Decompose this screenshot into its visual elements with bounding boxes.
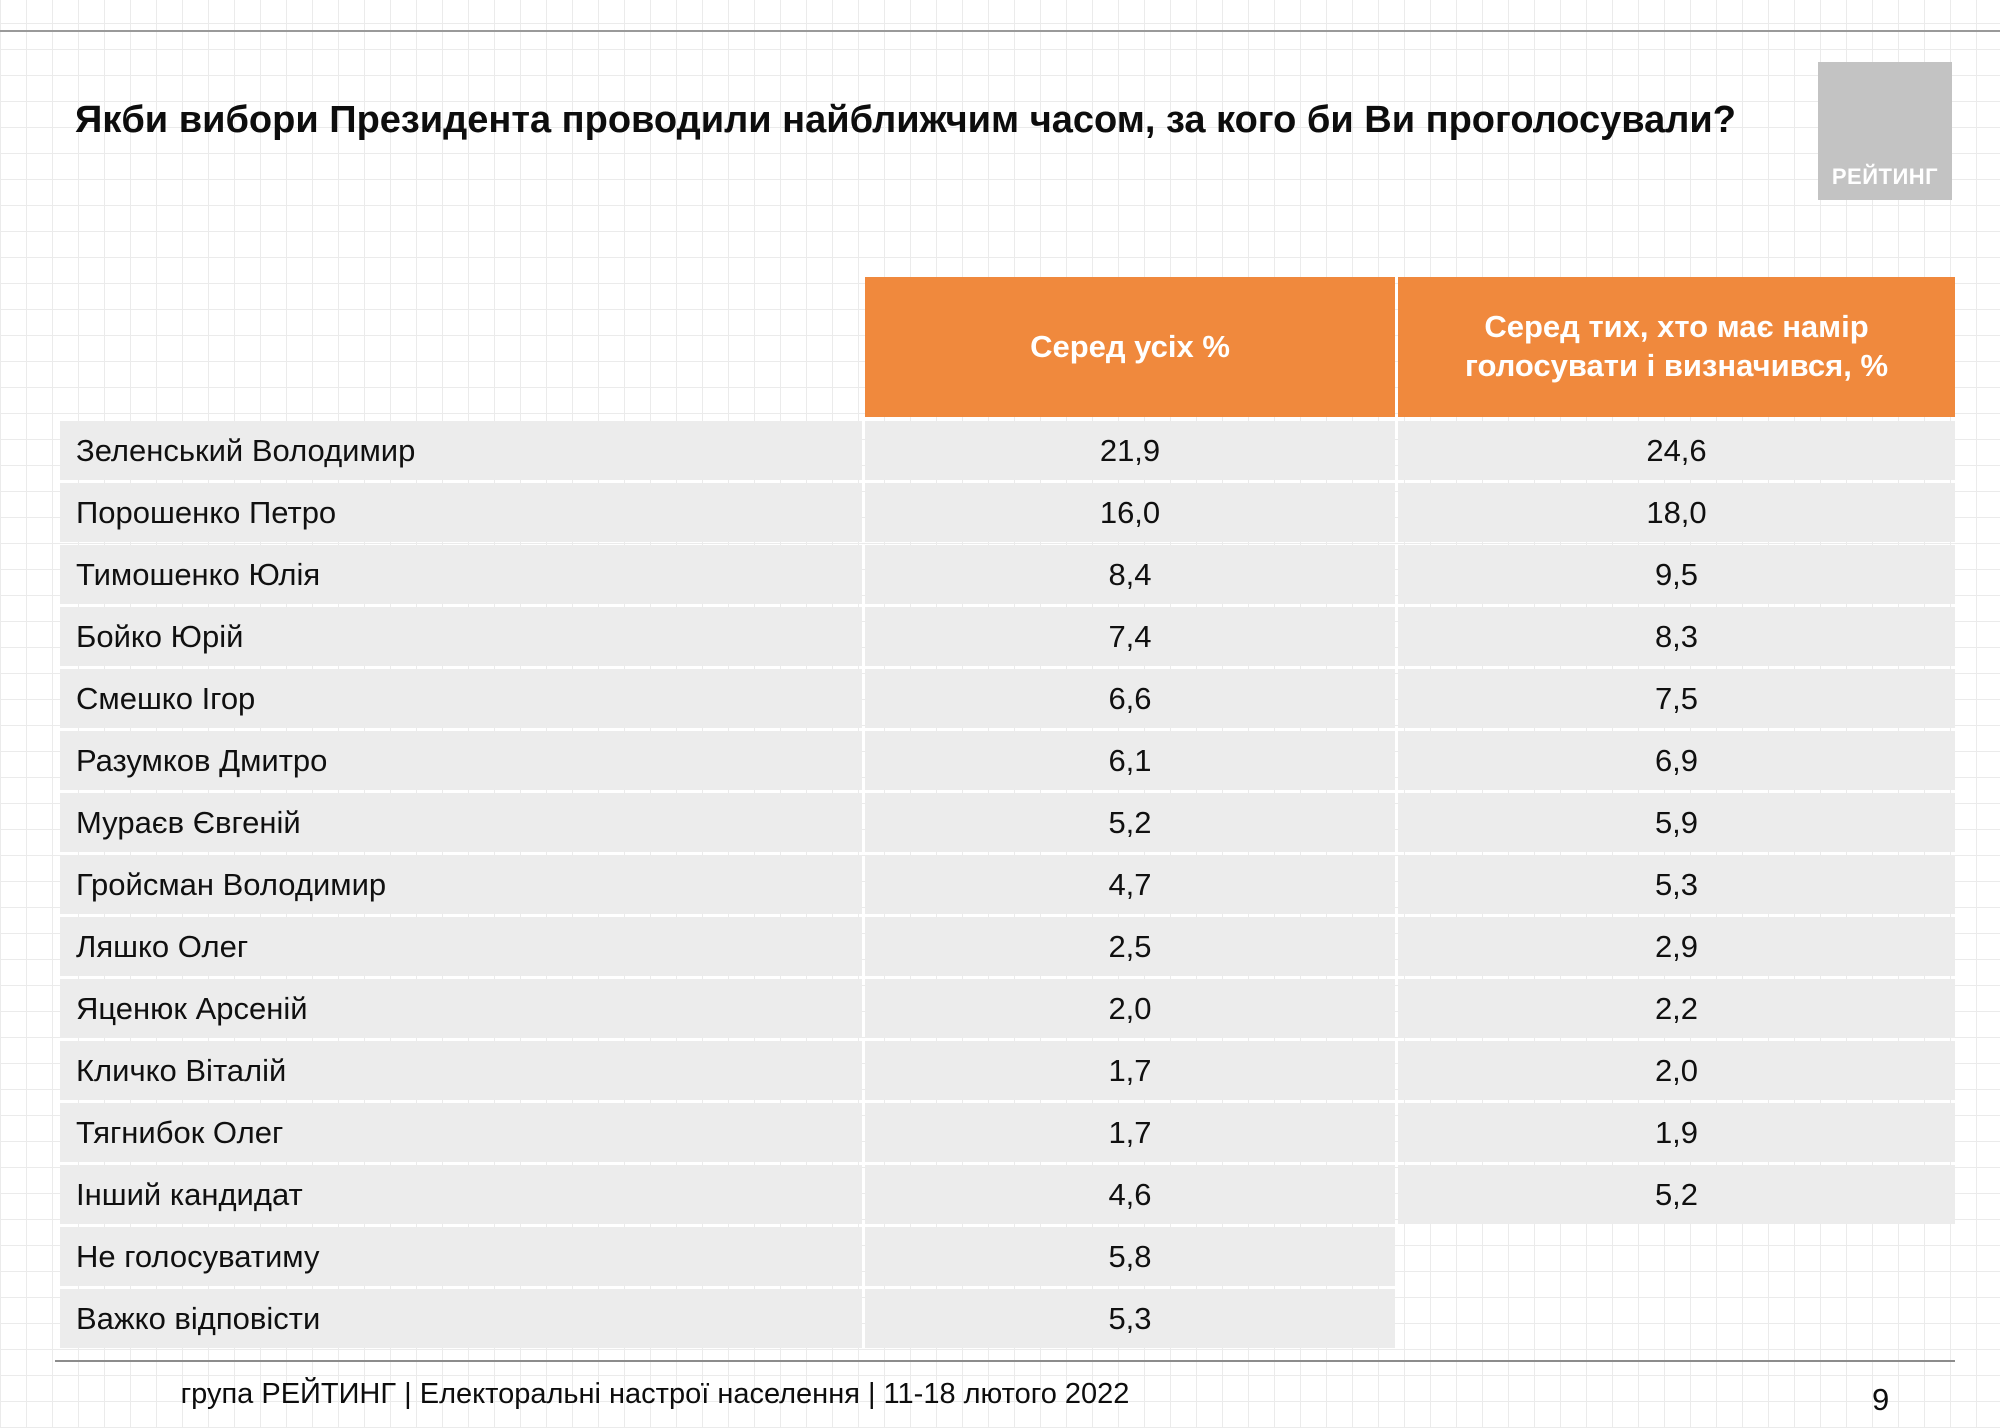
value-among-all: 5,2 [865,793,1395,852]
candidate-name: Разумков Дмитро [60,731,862,790]
candidate-name: Тягнибок Олег [60,1103,862,1162]
value-among-all: 5,3 [865,1289,1395,1348]
page-number: 9 [1872,1382,1890,1417]
value-among-decided: 2,0 [1398,1041,1955,1100]
value-among-all: 2,5 [865,917,1395,976]
value-among-all: 4,7 [865,855,1395,914]
value-among-decided: 7,5 [1398,669,1955,728]
value-among-decided: 1,9 [1398,1103,1955,1162]
value-among-all: 6,1 [865,731,1395,790]
value-among-decided [1398,1227,1955,1286]
value-among-decided: 5,3 [1398,855,1955,914]
candidate-name: Порошенко Петро [60,483,862,542]
rating-group-logo: РЕЙТИНГ [1818,62,1952,200]
candidate-name: Гройсман Володимир [60,855,862,914]
value-among-all: 7,4 [865,607,1395,666]
footer-divider [55,1360,1955,1362]
value-among-all: 16,0 [865,483,1395,542]
value-among-all: 4,6 [865,1165,1395,1224]
value-among-decided [1398,1289,1955,1348]
value-among-all: 1,7 [865,1103,1395,1162]
value-among-all: 6,6 [865,669,1395,728]
value-among-decided: 5,9 [1398,793,1955,852]
table-row: Разумков Дмитро 6,1 6,9 [60,731,1955,790]
table-row: Зеленський Володимир 21,9 24,6 [60,421,1955,480]
value-among-decided: 2,2 [1398,979,1955,1038]
table-row: Яценюк Арсеній 2,0 2,2 [60,979,1955,1038]
candidate-name: Ляшко Олег [60,917,862,976]
table-row: Бойко Юрій 7,4 8,3 [60,607,1955,666]
table-row: Інший кандидат 4,6 5,2 [60,1165,1955,1224]
value-among-all: 1,7 [865,1041,1395,1100]
candidate-name: Смешко Ігор [60,669,862,728]
value-among-decided: 2,9 [1398,917,1955,976]
table-body: Зеленський Володимир 21,9 24,6 Порошенко Пе… [60,421,1955,1348]
value-among-decided: 5,2 [1398,1165,1955,1224]
value-among-decided: 9,5 [1398,545,1955,604]
table-header-corner [60,277,862,417]
candidate-name: Інший кандидат [60,1165,862,1224]
value-among-all: 8,4 [865,545,1395,604]
rating-logo-text: РЕЙТИНГ [1831,164,1939,189]
value-among-decided: 8,3 [1398,607,1955,666]
table-row: Порошенко Петро 16,0 18,0 [60,483,1955,542]
value-among-decided: 6,9 [1398,731,1955,790]
table-row: Тягнибок Олег 1,7 1,9 [60,1103,1955,1162]
table-row: Кличко Віталій 1,7 2,0 [60,1041,1955,1100]
value-among-decided: 24,6 [1398,421,1955,480]
table-row: Важко відповісти 5,3 [60,1289,1955,1348]
candidate-name: Не голосуватиму [60,1227,862,1286]
value-among-all: 2,0 [865,979,1395,1038]
table-row: Смешко Ігор 6,6 7,5 [60,669,1955,728]
column-header-among-all: Серед усіх % [865,277,1395,417]
candidate-name: Яценюк Арсеній [60,979,862,1038]
footer-text: група РЕЙТИНГ | Електоральні настрої нас… [180,1378,1130,1410]
table-row: Тимошенко Юлія 8,4 9,5 [60,545,1955,604]
column-header-among-decided: Серед тих, хто має намір голосувати і ви… [1398,277,1955,417]
candidate-name: Тимошенко Юлія [60,545,862,604]
candidate-name: Мураєв Євгеній [60,793,862,852]
candidate-name: Зеленський Володимир [60,421,862,480]
table-row: Ляшко Олег 2,5 2,9 [60,917,1955,976]
candidate-name: Бойко Юрій [60,607,862,666]
table-header-row: Серед усіх % Серед тих, хто має намір го… [60,277,1955,417]
candidate-name: Кличко Віталій [60,1041,862,1100]
value-among-all: 5,8 [865,1227,1395,1286]
value-among-decided: 18,0 [1398,483,1955,542]
page-title: Якби вибори Президента проводили найближ… [75,99,1736,141]
table-row: Гройсман Володимир 4,7 5,3 [60,855,1955,914]
table-row: Мураєв Євгеній 5,2 5,9 [60,793,1955,852]
candidate-name: Важко відповісти [60,1289,862,1348]
table-row: Не голосуватиму 5,8 [60,1227,1955,1286]
top-divider [0,30,2000,32]
poll-results-table: Серед усіх % Серед тих, хто має намір го… [60,277,1955,1348]
value-among-all: 21,9 [865,421,1395,480]
